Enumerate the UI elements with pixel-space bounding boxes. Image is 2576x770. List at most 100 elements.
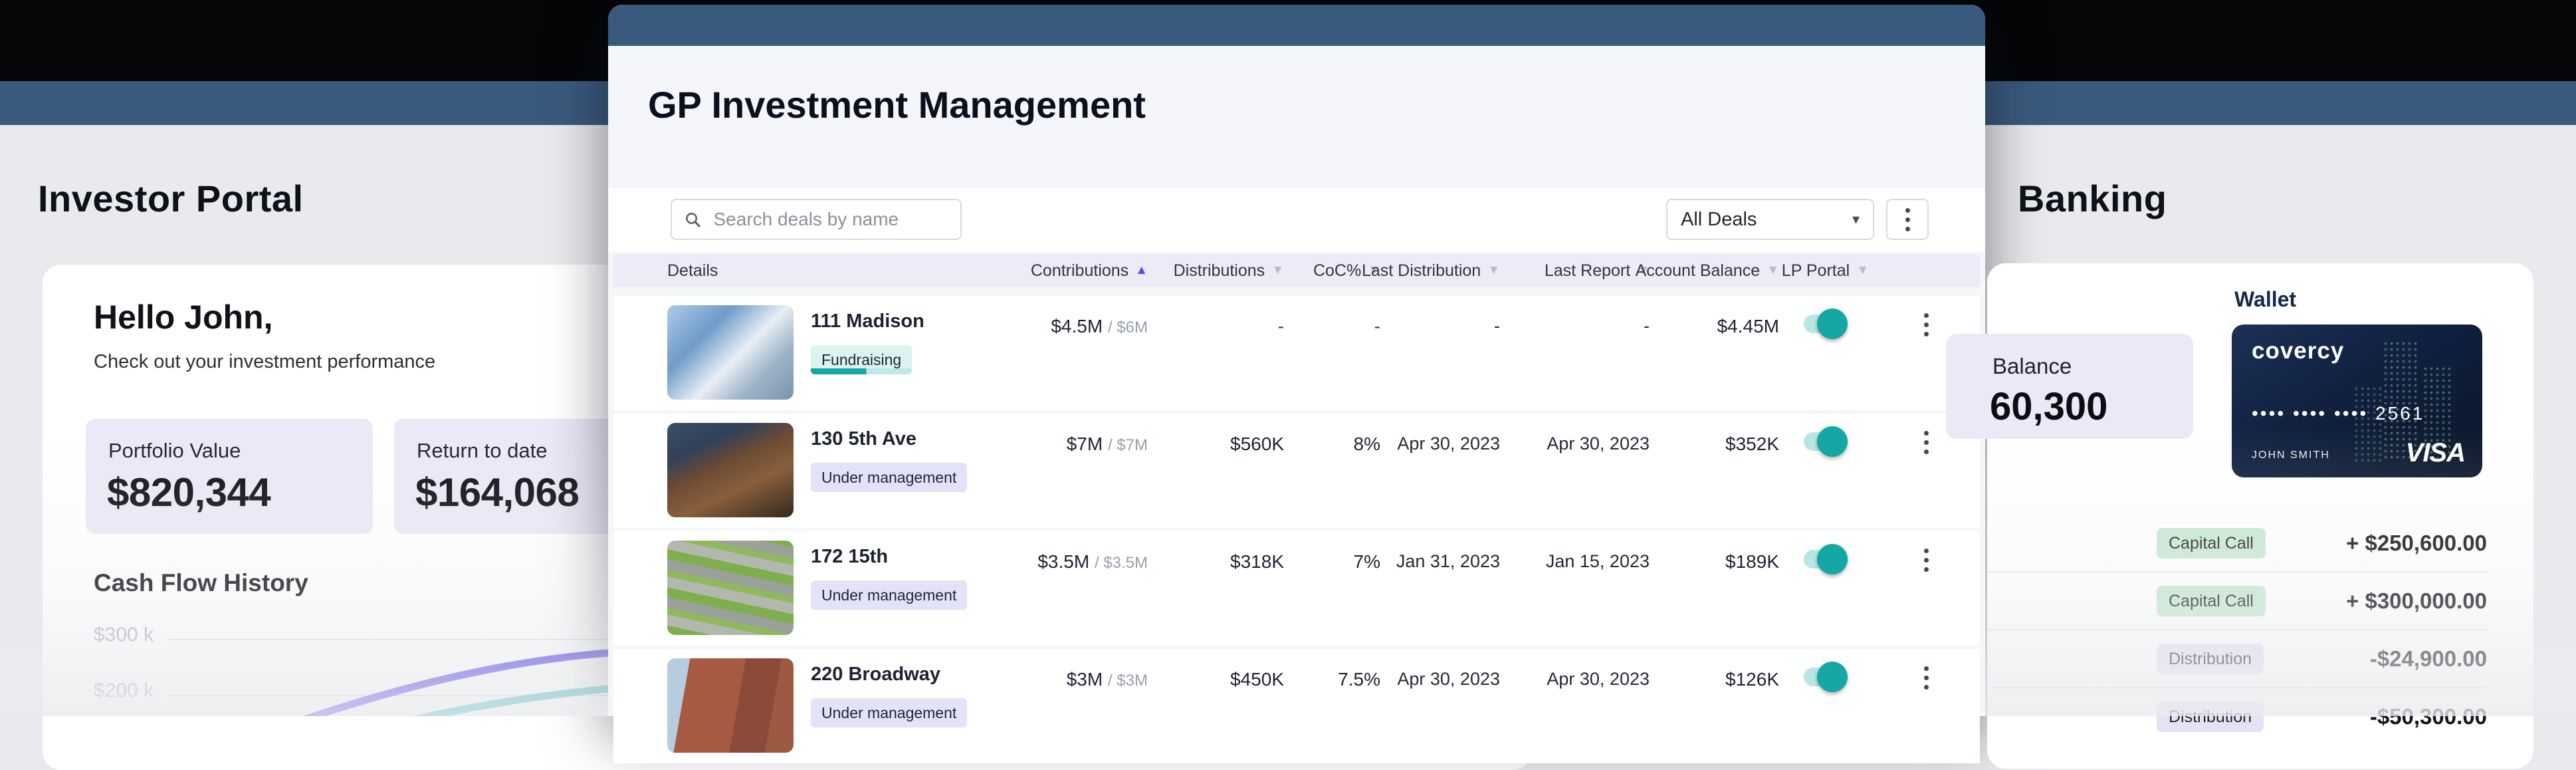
transaction-row[interactable]: Capital Call + $300,000.00 <box>1987 573 2487 630</box>
lp-portal-cell <box>1779 531 1869 569</box>
credit-card[interactable]: covercy •••• •••• •••• 2561 JOHN SMITH V… <box>2232 324 2482 477</box>
row-actions-cell <box>1869 531 1929 572</box>
balance-card: Balance 60,300 <box>1946 334 2193 439</box>
table-row[interactable]: 111 Madison Fundraising $4.5M / $6M - - … <box>613 296 1980 410</box>
last-distribution-cell: - <box>1380 296 1500 336</box>
transaction-amount: -$50,300.00 <box>2370 704 2487 729</box>
visa-logo: VISA <box>2406 438 2465 468</box>
deals-filter-dropdown[interactable]: All Deals ▾ <box>1666 199 1874 240</box>
col-last-report[interactable]: Last Report▼ <box>1500 261 1650 281</box>
distributions-cell: $560K <box>1148 414 1284 455</box>
contributions-cell: $3.5M / $3.5M <box>1008 531 1148 573</box>
row-actions-cell <box>1869 296 1929 336</box>
portfolio-value-amount: $820,344 <box>107 469 270 515</box>
sort-desc-icon: ▼ <box>1856 263 1869 278</box>
row-kebab-menu-icon[interactable] <box>1924 431 1929 454</box>
account-balance-cell: $126K <box>1650 649 1779 690</box>
table-options-button[interactable] <box>1886 199 1929 240</box>
deal-details-cell: 111 Madison Fundraising <box>667 296 1008 400</box>
distributions-cell: $450K <box>1148 649 1284 690</box>
table-row[interactable]: 220 Broadway Under management $3M / $3M … <box>613 649 1980 763</box>
transactions-list: Capital Call + $250,600.00 Capital Call … <box>1987 515 2487 745</box>
return-to-date-amount: $164,068 <box>415 469 579 515</box>
deal-thumbnail <box>667 658 794 753</box>
gp-window-titlebar <box>608 5 1985 46</box>
status-badge: Fundraising <box>811 345 912 374</box>
transaction-amount: + $300,000.00 <box>2346 588 2487 614</box>
chevron-down-icon: ▾ <box>1852 211 1860 228</box>
account-balance-cell: $189K <box>1650 531 1779 573</box>
transaction-row[interactable]: Distribution -$50,300.00 <box>1987 688 2487 745</box>
col-lp-portal[interactable]: LP Portal▼ <box>1779 261 1869 281</box>
coc-cell: - <box>1284 296 1380 337</box>
lp-portal-toggle[interactable] <box>1804 315 1845 333</box>
last-distribution-cell: Jan 31, 2023 <box>1380 531 1500 572</box>
deal-thumbnail <box>667 305 794 400</box>
transaction-amount: + $250,600.00 <box>2346 531 2487 556</box>
banking-title: Banking <box>2018 177 2167 220</box>
transaction-type-badge: Capital Call <box>2157 586 2266 616</box>
col-last-distribution[interactable]: Last Distribution▼ <box>1380 261 1500 281</box>
balance-label: Balance <box>1992 354 2072 379</box>
card-number: •••• •••• •••• 2561 <box>2252 403 2424 424</box>
last-report-cell: Jan 15, 2023 <box>1500 531 1650 572</box>
row-actions-cell <box>1869 414 1929 454</box>
sort-desc-icon: ▼ <box>1767 263 1779 278</box>
greeting-subtitle: Check out your investment performance <box>94 351 435 373</box>
coc-cell: 8% <box>1284 414 1380 455</box>
status-badge: Under management <box>811 463 967 492</box>
lp-portal-toggle[interactable] <box>1804 668 1845 686</box>
lp-portal-cell <box>1779 296 1869 333</box>
distributions-cell: - <box>1148 296 1284 337</box>
transaction-type-badge: Capital Call <box>2157 528 2266 559</box>
deals-filter-value: All Deals <box>1681 209 1757 231</box>
contributions-cell: $3M / $3M <box>1008 649 1148 690</box>
deal-details-cell: 172 15th Under management <box>667 531 1008 635</box>
search-icon <box>684 209 702 229</box>
lp-portal-toggle[interactable] <box>1804 432 1845 451</box>
transaction-row[interactable]: Capital Call + $250,600.00 <box>1987 515 2487 573</box>
deal-name: 220 Broadway <box>811 662 940 686</box>
deal-details-cell: 220 Broadway Under management <box>667 649 1008 753</box>
banking-card: Wallet Balance 60,300 covercy •••• •••• … <box>1987 263 2533 769</box>
row-actions-cell <box>1869 649 1929 690</box>
portfolio-value-label: Portfolio Value <box>108 439 241 463</box>
lp-portal-cell <box>1779 649 1869 686</box>
last-report-cell: Apr 30, 2023 <box>1500 649 1650 690</box>
col-distributions[interactable]: Distributions▼ <box>1148 261 1284 281</box>
return-to-date-label: Return to date <box>417 439 547 463</box>
wallet-title: Wallet <box>2234 287 2296 312</box>
lp-portal-toggle[interactable] <box>1804 550 1845 569</box>
account-balance-cell: $352K <box>1650 414 1779 455</box>
row-kebab-menu-icon[interactable] <box>1924 666 1929 690</box>
deal-thumbnail <box>667 541 794 635</box>
table-header: Details Contributions▲ Distributions▼ Co… <box>613 255 1980 287</box>
transaction-row[interactable]: Distribution -$24,900.00 <box>1987 630 2487 688</box>
coc-cell: 7.5% <box>1284 649 1380 690</box>
col-details: Details <box>667 261 1008 281</box>
greeting-text: Hello John, <box>94 298 272 336</box>
last-distribution-cell: Apr 30, 2023 <box>1380 414 1500 454</box>
sort-asc-icon: ▲ <box>1135 263 1148 278</box>
last-report-cell: - <box>1500 296 1650 336</box>
lp-portal-cell <box>1779 414 1869 451</box>
card-holder-name: JOHN SMITH <box>2252 449 2330 461</box>
distributions-cell: $318K <box>1148 531 1284 573</box>
cash-flow-chart <box>43 572 608 716</box>
transaction-type-badge: Distribution <box>2157 702 2264 732</box>
table-row[interactable]: 130 5th Ave Under management $7M / $7M $… <box>613 414 1980 528</box>
col-contributions[interactable]: Contributions▲ <box>1008 261 1148 281</box>
row-kebab-menu-icon[interactable] <box>1924 313 1929 336</box>
status-badge: Under management <box>811 580 967 610</box>
contributions-cell: $4.5M / $6M <box>1008 296 1148 337</box>
table-row[interactable]: 172 15th Under management $3.5M / $3.5M … <box>613 531 1980 646</box>
col-account-balance[interactable]: Account Balance▼ <box>1650 261 1779 281</box>
chart-line-purple <box>300 653 608 716</box>
search-box[interactable] <box>671 199 962 240</box>
deal-details-cell: 130 5th Ave Under management <box>667 414 1008 517</box>
covercy-logo: covercy <box>2252 338 2344 364</box>
gp-title: GP Investment Management <box>648 83 1146 126</box>
status-badge: Under management <box>811 698 967 727</box>
row-kebab-menu-icon[interactable] <box>1924 549 1929 572</box>
search-input[interactable] <box>712 208 949 231</box>
